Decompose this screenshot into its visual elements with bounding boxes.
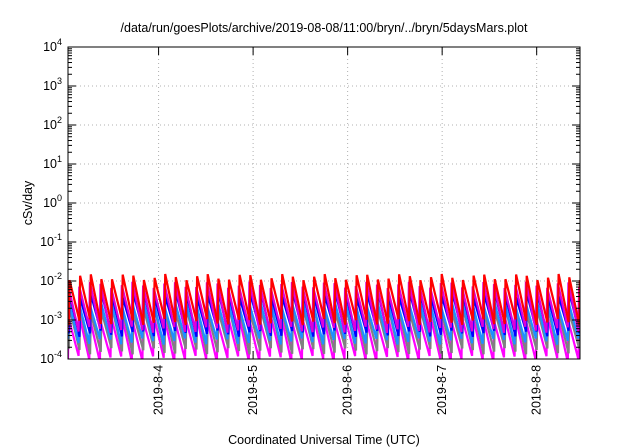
y-tick-label: 10-2 bbox=[40, 271, 62, 288]
x-axis-label: Coordinated Universal Time (UTC) bbox=[228, 433, 420, 447]
series-group bbox=[68, 273, 580, 359]
y-tick-label: 10-4 bbox=[40, 349, 62, 366]
y-tick-label: 104 bbox=[43, 37, 62, 54]
y-tick-label: 103 bbox=[43, 76, 62, 93]
x-tick-label: 2019-8-8 bbox=[530, 365, 544, 415]
y-tick-label: 101 bbox=[43, 154, 62, 171]
x-tick-label: 2019-8-7 bbox=[435, 365, 449, 415]
y-axis-label: cSv/day bbox=[21, 180, 35, 225]
y-tick-labels: 10-4 10-3 10-2 10-1 100 101 102 103 104 bbox=[40, 37, 62, 366]
y-tick-label: 10-3 bbox=[40, 310, 62, 327]
y-tick-label: 10-1 bbox=[40, 232, 62, 249]
series-line bbox=[68, 273, 580, 326]
x-tick-label: 2019-8-4 bbox=[152, 365, 166, 415]
x-tick-label: 2019-8-6 bbox=[341, 365, 355, 415]
y-tick-label: 100 bbox=[43, 193, 62, 210]
ticks bbox=[68, 46, 580, 360]
x-tick-label: 2019-8-5 bbox=[246, 365, 260, 415]
y-tick-label: 102 bbox=[43, 115, 62, 132]
x-tick-labels: 2019-8-4 2019-8-5 2019-8-6 2019-8-7 2019-8-8 bbox=[152, 365, 544, 415]
chart-title: /data/run/goesPlots/archive/2019-08-08/1… bbox=[121, 21, 528, 35]
